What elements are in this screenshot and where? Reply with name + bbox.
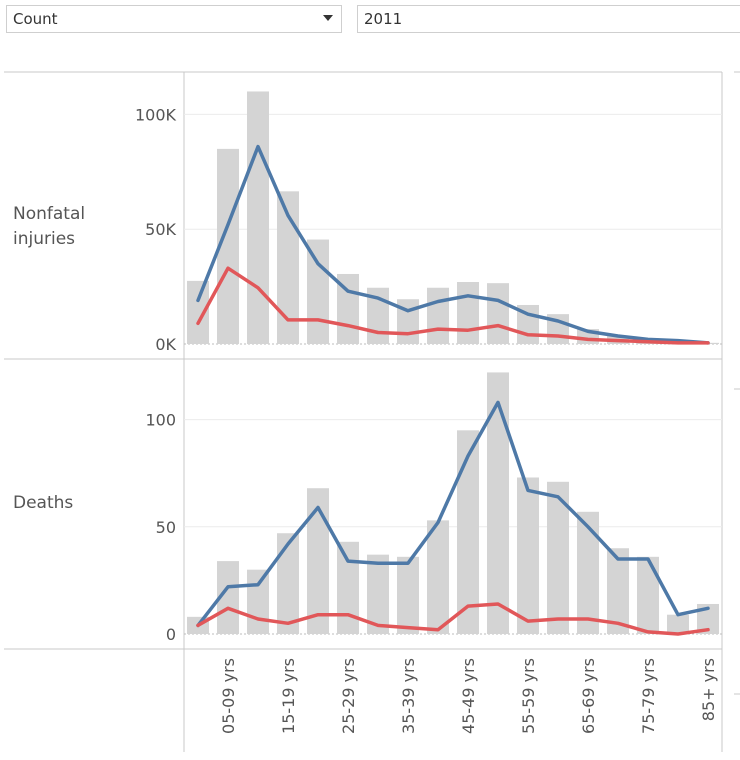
bar: [397, 556, 419, 634]
y-tick-label: 100K: [135, 105, 177, 124]
x-tick-label: 15-19 yrs: [279, 658, 298, 734]
bar: [217, 148, 239, 344]
x-tick-label: 05-09 yrs: [219, 658, 238, 734]
bar: [307, 239, 329, 344]
y-tick-label: 100: [145, 411, 176, 430]
x-tick-label: 35-39 yrs: [399, 658, 418, 734]
bar: [607, 548, 629, 634]
bar: [277, 191, 299, 344]
bar: [517, 477, 539, 634]
series-line-red: [196, 602, 710, 636]
series-line-blue: [196, 144, 710, 345]
y-tick-label: 0: [166, 625, 176, 644]
x-tick-label: 75-79 yrs: [639, 658, 658, 734]
bar: [247, 91, 269, 344]
x-tick-label: 55-59 yrs: [519, 658, 538, 734]
bar: [427, 287, 449, 344]
x-tick-label: 65-69 yrs: [579, 658, 598, 734]
bar: [427, 520, 449, 634]
y-tick-label: 50: [156, 518, 176, 537]
bar: [697, 603, 719, 634]
bar: [457, 430, 479, 634]
bar: [577, 511, 599, 634]
bar: [337, 541, 359, 634]
x-tick-label: 45-49 yrs: [459, 658, 478, 734]
bar: [307, 488, 329, 634]
bar: [547, 481, 569, 634]
year-value: 2011: [364, 10, 403, 28]
series-line-blue: [196, 400, 710, 628]
y-tick-label: 50K: [145, 220, 176, 239]
bar: [667, 614, 689, 634]
bar: [487, 372, 509, 634]
bar: [487, 283, 509, 344]
bar: [367, 554, 389, 634]
row-label-deaths: Deaths: [13, 493, 74, 513]
series-line-red: [196, 266, 710, 345]
x-tick-label: 85+ yrs: [699, 658, 718, 721]
chevron-down-icon[interactable]: [323, 15, 333, 21]
y-tick-label: 0K: [155, 335, 176, 354]
measure-dropdown[interactable]: Count: [6, 5, 342, 33]
bar: [277, 533, 299, 634]
bar: [457, 282, 479, 344]
x-tick-label: 25-29 yrs: [339, 658, 358, 734]
bar: [217, 561, 239, 634]
measure-value: Count: [13, 10, 58, 28]
bar: [637, 556, 659, 634]
bar: [247, 569, 269, 634]
bar: [187, 280, 209, 344]
row-label-nonfatal: Nonfatal injuries: [13, 204, 86, 249]
year-dropdown[interactable]: 2011: [357, 5, 740, 33]
